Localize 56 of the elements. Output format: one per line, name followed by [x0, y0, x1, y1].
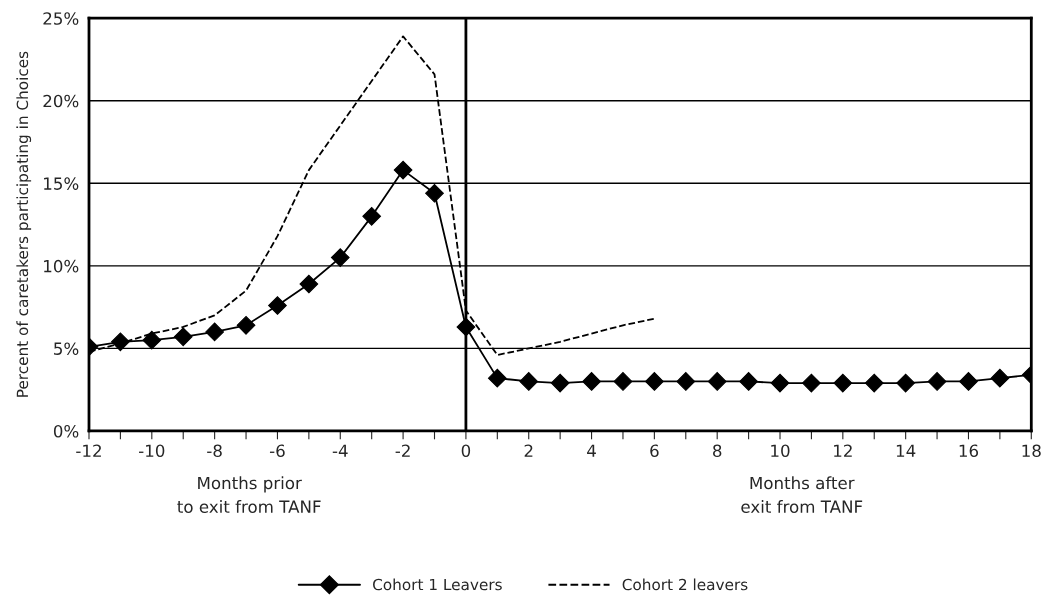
- point: [456, 317, 476, 337]
- point: [802, 373, 821, 393]
- point: [487, 368, 507, 388]
- x-tick-label: 10: [771, 444, 790, 458]
- legend-label: Cohort 2 leavers: [622, 578, 748, 591]
- point: [645, 372, 664, 391]
- x-tick-label: 2: [524, 444, 533, 457]
- x-tick-label: 16: [959, 444, 979, 458]
- point: [864, 373, 884, 393]
- point: [268, 296, 287, 315]
- point: [519, 372, 539, 391]
- point: [676, 372, 696, 391]
- y-tick-label: 20%: [43, 94, 79, 108]
- y-tick-label: 15%: [44, 177, 79, 190]
- text: Months after exit from TANF: [741, 476, 863, 513]
- x-tick-label: -12: [76, 444, 101, 457]
- y-tick-label: 25%: [43, 12, 79, 25]
- point: [111, 332, 130, 352]
- x-tick-label: -8: [207, 444, 222, 458]
- point: [613, 372, 633, 391]
- point: [927, 372, 947, 391]
- point: [739, 372, 758, 391]
- point: [425, 183, 444, 203]
- x-tick-label: -2: [395, 444, 410, 457]
- point: [393, 160, 413, 180]
- x-tick-label: -10: [139, 444, 165, 458]
- y-axis-title: Percent of caretakers participating in Choices: [16, 51, 32, 397]
- x-tick-label: 4: [587, 444, 596, 457]
- text: Months prior to exit from TANF: [177, 476, 321, 513]
- x-tick-label: 14: [896, 444, 916, 457]
- x-tick-label: 18: [1022, 444, 1041, 458]
- point: [582, 372, 601, 391]
- x-tick-label: -6: [269, 444, 285, 458]
- x-tick-label: 8: [713, 444, 722, 458]
- point: [833, 373, 853, 393]
- point: [959, 372, 978, 391]
- y-tick-label: 0%: [53, 424, 79, 438]
- y-tick-label: 5%: [54, 342, 79, 355]
- point: [142, 330, 162, 350]
- point: [362, 206, 382, 226]
- legend-label: Cohort 1 Leavers: [373, 578, 502, 591]
- x-tick-label: -4: [332, 444, 348, 457]
- y-tick-label: 10%: [44, 259, 79, 273]
- point: [770, 373, 790, 393]
- x-tick-label: 0: [461, 444, 471, 458]
- point: [896, 373, 916, 393]
- x-tick-label: 12: [834, 444, 852, 457]
- x-tick-label: 6: [650, 444, 659, 458]
- point: [550, 373, 570, 393]
- point: [205, 322, 224, 342]
- point: [990, 368, 1010, 388]
- point: [299, 274, 319, 294]
- point: [330, 248, 350, 267]
- point: [173, 327, 193, 347]
- point: [707, 372, 727, 391]
- point: [236, 315, 256, 335]
